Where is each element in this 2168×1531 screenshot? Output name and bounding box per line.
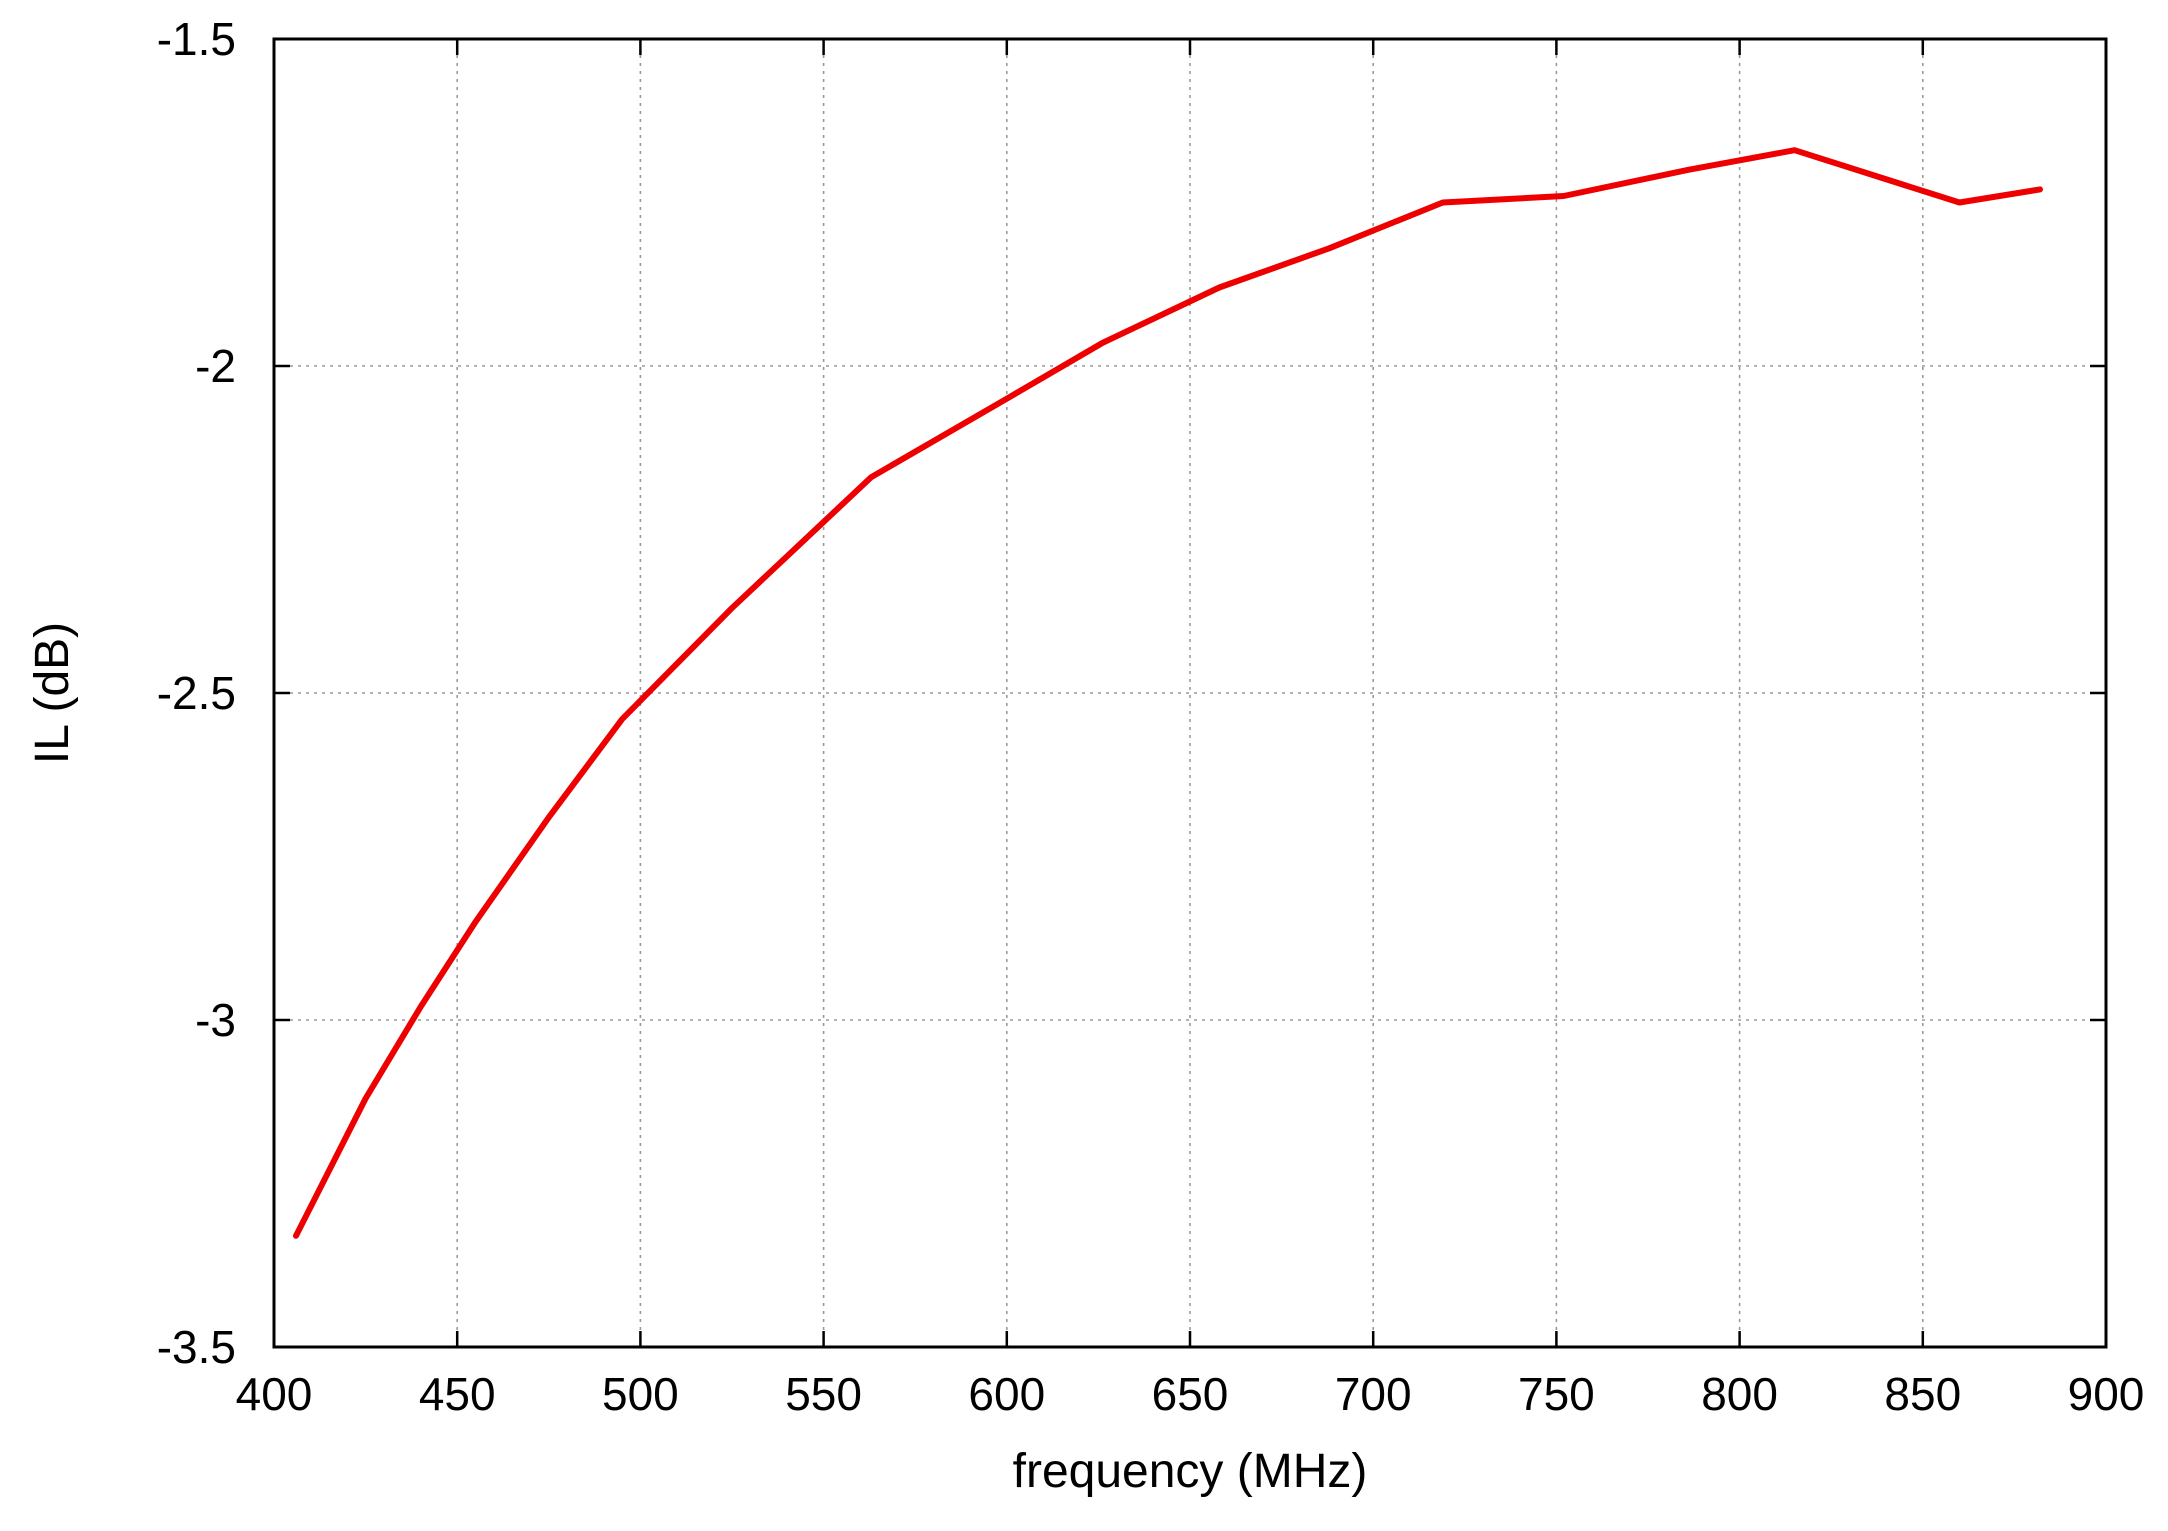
series-layer	[293, 147, 2043, 1239]
x-tick-label: 500	[602, 1368, 679, 1420]
x-tick-label: 650	[1152, 1368, 1229, 1420]
y-tick-label: -3.5	[157, 1321, 236, 1373]
y-tick-labels: -3.5 -3 -2.5 -2 -1.5	[157, 13, 236, 1373]
x-tick-labels: 400 450 500 550 600 650 700 750 800 850 900	[236, 1368, 2145, 1420]
x-tick-label: 450	[419, 1368, 496, 1420]
tick-marks	[272, 37, 2108, 1349]
x-tick-label: 800	[1701, 1368, 1778, 1420]
y-tick-label: -3	[195, 994, 236, 1046]
x-tick-label: 850	[1884, 1368, 1961, 1420]
series-line	[293, 147, 2043, 1239]
x-tick-label: 550	[785, 1368, 862, 1420]
x-tick-label: 750	[1518, 1368, 1595, 1420]
grid	[274, 39, 2106, 1347]
x-tick-label: 700	[1335, 1368, 1412, 1420]
y-tick-label: -2	[195, 340, 236, 392]
x-axis-title: frequency (MHz)	[1013, 1445, 1368, 1498]
y-axis-title: IL (dB)	[26, 622, 79, 764]
x-tick-label: 900	[2068, 1368, 2145, 1420]
y-tick-label: -1.5	[157, 13, 236, 65]
y-tick-label: -2.5	[157, 667, 236, 719]
x-tick-label: 600	[968, 1368, 1045, 1420]
x-tick-label: 400	[236, 1368, 313, 1420]
